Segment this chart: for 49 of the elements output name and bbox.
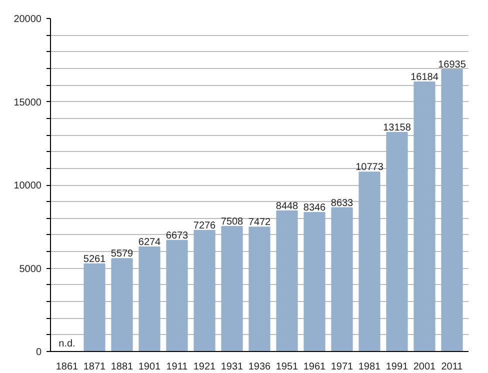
bar (276, 210, 298, 352)
y-tick-label: 20000 (14, 14, 42, 25)
x-tick-label: 1951 (276, 362, 299, 372)
bar (138, 246, 160, 352)
bar (358, 172, 380, 352)
x-tick-label: 1991 (386, 362, 409, 372)
data-label: 7276 (193, 220, 216, 232)
x-tick-label: 1961 (303, 362, 326, 372)
y-tick-label: 0 (36, 347, 42, 358)
data-label: 7508 (220, 216, 244, 228)
data-label: 16184 (410, 72, 439, 84)
data-label: 5579 (110, 248, 134, 260)
x-tick-label: 2011 (441, 362, 464, 372)
bar (331, 207, 353, 352)
bar (194, 230, 216, 352)
y-tick-label: 10000 (14, 180, 42, 192)
x-tick-label: 2001 (413, 362, 436, 372)
bar (304, 212, 326, 352)
data-label: 6274 (138, 237, 162, 248)
bar (166, 240, 188, 352)
x-tick-label: 1911 (166, 362, 188, 372)
x-tick-label: 1861 (56, 362, 79, 372)
data-label: 7472 (248, 217, 272, 228)
x-tick-label: 1931 (220, 362, 244, 372)
bar (111, 258, 133, 352)
x-tick-label: 1981 (358, 362, 382, 372)
x-tick-label: 1921 (193, 362, 216, 372)
data-label: 13158 (383, 122, 412, 134)
data-label: 8346 (303, 202, 326, 214)
bar (248, 226, 270, 352)
x-tick-label: 1971 (330, 362, 354, 372)
y-tick-label: 5000 (19, 264, 42, 275)
x-tick-label: 1881 (110, 362, 134, 372)
data-label: 10773 (356, 162, 384, 174)
text: n.d. (58, 338, 76, 350)
bar (386, 132, 408, 352)
x-tick-label: 1936 (248, 362, 272, 372)
data-label: 16935 (438, 60, 466, 71)
bar (221, 226, 243, 352)
bar (441, 69, 463, 352)
x-tick-label: 1871 (83, 362, 106, 372)
data-label: 5261 (83, 254, 106, 265)
data-label: 8633 (330, 198, 354, 209)
data-label: 6673 (166, 230, 189, 242)
data-label: 8448 (276, 200, 299, 212)
bar (84, 263, 106, 352)
bar (414, 82, 436, 352)
y-tick-label: 15000 (14, 97, 42, 108)
x-tick-label: 1901 (138, 362, 162, 372)
